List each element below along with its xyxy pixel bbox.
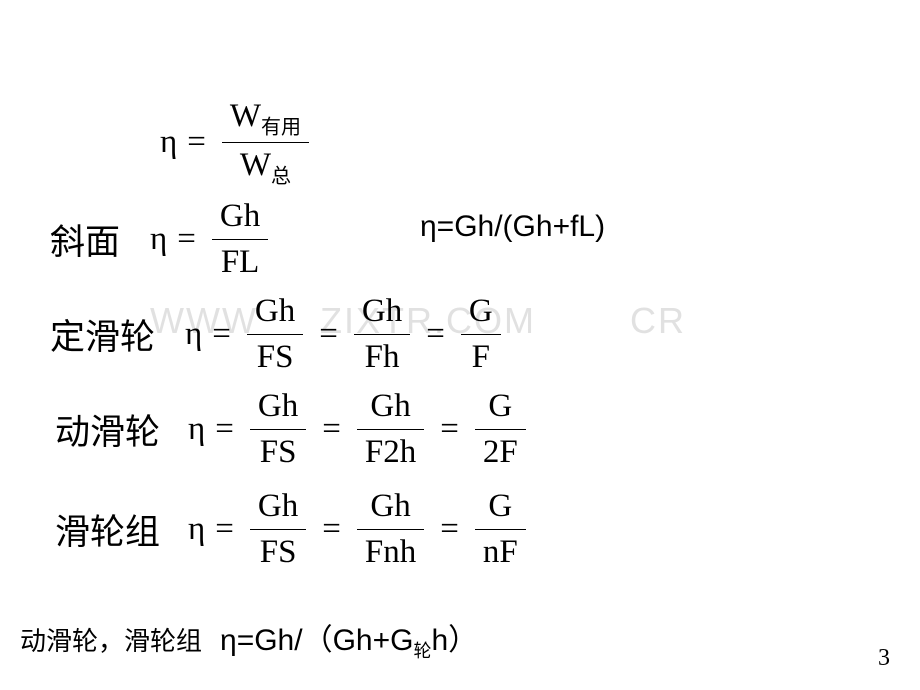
fraction-2: Gh F2h — [357, 385, 424, 474]
denominator: FS — [249, 336, 302, 379]
page-number: 3 — [878, 645, 890, 672]
denominator: FS — [252, 531, 305, 574]
numerator: Gh — [250, 485, 306, 528]
equals-sign: = — [215, 411, 234, 448]
label-movable-pulley: 动滑轮 — [55, 404, 160, 455]
row-pulley-group: 滑轮组 η = Gh FS = Gh Fnh = G nF — [55, 485, 532, 574]
numerator: Gh — [362, 485, 418, 528]
fraction-w: W有用 W总 — [222, 95, 309, 189]
equals-sign: = — [212, 316, 231, 353]
denominator: W总 — [232, 144, 299, 190]
equals-sign: = — [187, 124, 206, 161]
label-bottom: 动滑轮，滑轮组 — [20, 621, 202, 658]
row-movable-pulley: 动滑轮 η = Gh FS = Gh F2h = G 2F — [55, 385, 532, 474]
numerator: Gh — [354, 290, 410, 333]
formula-bottom: η=Gh/（Gh+G轮h） — [220, 615, 478, 663]
equals-sign: = — [177, 221, 196, 258]
eta-symbol: η — [160, 124, 177, 161]
denominator: FL — [213, 241, 268, 284]
numerator: W有用 — [222, 95, 309, 141]
denominator: Fnh — [357, 531, 424, 574]
row-incline: 斜面 η = Gh FL — [50, 195, 274, 284]
equals-sign: = — [440, 411, 459, 448]
equals-sign: = — [322, 411, 341, 448]
incline-alt-formula: η=Gh/(Gh+fL) — [420, 210, 605, 244]
numerator: G — [480, 385, 520, 428]
denominator: nF — [475, 531, 526, 574]
fraction-3: G nF — [475, 485, 526, 574]
watermark-text: CR — [630, 300, 686, 342]
equals-sign: = — [215, 511, 234, 548]
equals-sign: = — [319, 316, 338, 353]
denominator: F — [464, 336, 498, 379]
fraction-1: Gh FS — [247, 290, 303, 379]
numerator: Gh — [212, 195, 268, 238]
equation-efficiency-definition: η = W有用 W总 — [160, 95, 315, 189]
eta-symbol: η — [185, 316, 202, 353]
numerator: Gh — [247, 290, 303, 333]
fraction-gh-fl: Gh FL — [212, 195, 268, 284]
fraction-2: Gh Fh — [354, 290, 410, 379]
label-incline: 斜面 — [50, 214, 120, 265]
row-fixed-pulley: 定滑轮 η = Gh FS = Gh Fh = G F — [50, 290, 507, 379]
formula-text: η=Gh/(Gh+fL) — [420, 210, 605, 244]
equals-sign: = — [322, 511, 341, 548]
numerator: Gh — [250, 385, 306, 428]
numerator: G — [461, 290, 501, 333]
fraction-2: Gh Fnh — [357, 485, 424, 574]
numerator: G — [480, 485, 520, 528]
row-bottom: 动滑轮，滑轮组 η=Gh/（Gh+G轮h） — [20, 615, 478, 663]
fraction-3: G F — [461, 290, 501, 379]
fraction-3: G 2F — [475, 385, 526, 474]
label-pulley-group: 滑轮组 — [55, 504, 160, 555]
label-fixed-pulley: 定滑轮 — [50, 309, 155, 360]
fraction-1: Gh FS — [250, 385, 306, 474]
eta-symbol: η — [150, 221, 167, 258]
denominator: Fh — [357, 336, 408, 379]
numerator: Gh — [362, 385, 418, 428]
denominator: FS — [252, 431, 305, 474]
denominator: F2h — [357, 431, 424, 474]
eta-symbol: η — [188, 511, 205, 548]
denominator: 2F — [475, 431, 526, 474]
equals-sign: = — [426, 316, 445, 353]
equals-sign: = — [440, 511, 459, 548]
eta-symbol: η — [188, 411, 205, 448]
fraction-1: Gh FS — [250, 485, 306, 574]
